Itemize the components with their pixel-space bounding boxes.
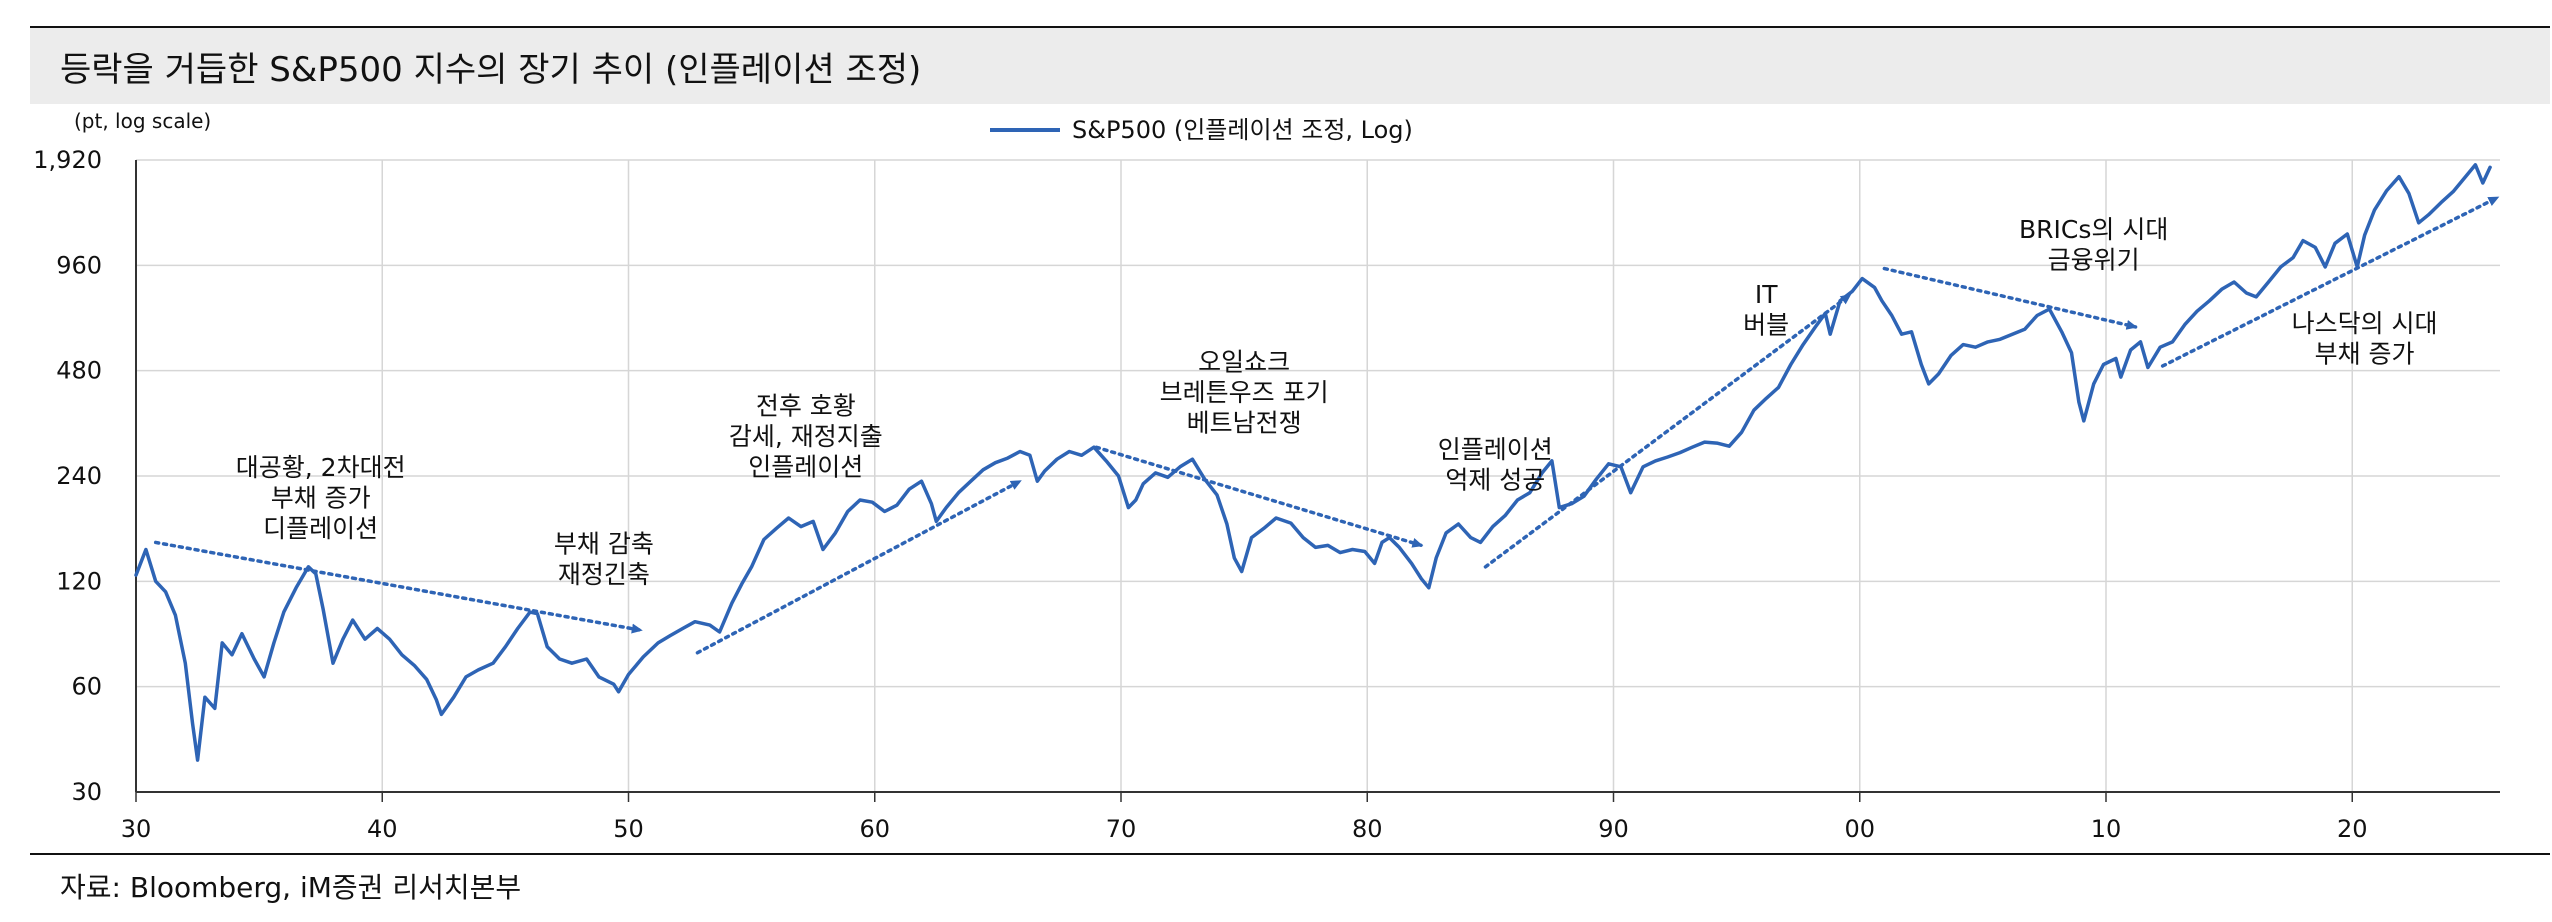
source-rule [30, 853, 2550, 855]
y-tick-label: 480 [56, 357, 102, 385]
chart-title: 등락을 거듭한 S&P500 지수의 장기 추이 (인플레이션 조정) [60, 50, 922, 90]
y-tick-label: 30 [71, 778, 102, 806]
x-tick-label: 20 [2337, 815, 2368, 843]
y-tick-label: 60 [71, 673, 102, 701]
annotation-label: 오일쇼크 브레튼우즈 포기 베트남전쟁 [1160, 348, 1329, 438]
sp500-chart: 30 60 120 240 480 960 1,920 30 40 50 60 70 80 90 00 10 2… [33, 109, 2500, 843]
grid-lines [135, 159, 2500, 793]
annotation-label: 인플레이션 억제 성공 [1438, 435, 1553, 495]
x-tick-label: 30 [121, 815, 152, 843]
annotation-label: 전후 호황 감세, 재정지출 인플레이션 [729, 391, 883, 481]
trend-arrow [1882, 266, 2138, 330]
series-line-sp500 [134, 163, 2492, 762]
y-tick-label: 960 [56, 251, 102, 279]
top-rule [30, 26, 2550, 28]
x-tick-label: 70 [1106, 815, 1137, 843]
x-tick-label: 60 [859, 815, 890, 843]
x-tick-label: 80 [1352, 815, 1383, 843]
trend-arrow [1094, 445, 1424, 548]
legend-label: S&P500 (인플레이션 조정, Log) [1072, 116, 1413, 144]
trend-arrows [153, 195, 2500, 655]
trend-arrow [2160, 195, 2500, 368]
y-unit-label: (pt, log scale) [74, 109, 211, 133]
series-layer [134, 163, 2492, 762]
axes: 30 60 120 240 480 960 1,920 30 40 50 60 70 80 90 00 10 2… [33, 109, 2500, 843]
trend-arrow [153, 540, 643, 634]
annotation-label: 부채 감축 재정긴축 [554, 530, 654, 590]
annotation-label: 나스닥의 시대 부채 증가 [2292, 309, 2438, 369]
trend-arrow [1483, 293, 1852, 569]
x-tick-label: 40 [367, 815, 398, 843]
annotation-label: IT 버블 [1743, 280, 1789, 340]
legend: S&P500 (인플레이션 조정, Log) [990, 116, 1413, 144]
annotation-label: 대공황, 2차대전 부채 증가 디플레이션 [236, 453, 406, 543]
y-tick-label: 240 [56, 462, 102, 490]
trend-arrow [695, 479, 1022, 655]
y-tick-label: 1,920 [33, 146, 102, 174]
title-band [30, 28, 2550, 104]
annotation-label: BRICs의 시대 금융위기 [2019, 215, 2168, 275]
x-tick-label: 90 [1598, 815, 1629, 843]
x-tick-label: 50 [613, 815, 644, 843]
y-tick-label: 120 [56, 567, 102, 595]
x-tick-label: 00 [1844, 815, 1875, 843]
source-note: 자료: Bloomberg, iM증권 리서치본부 [60, 871, 522, 904]
x-tick-label: 10 [2091, 815, 2122, 843]
